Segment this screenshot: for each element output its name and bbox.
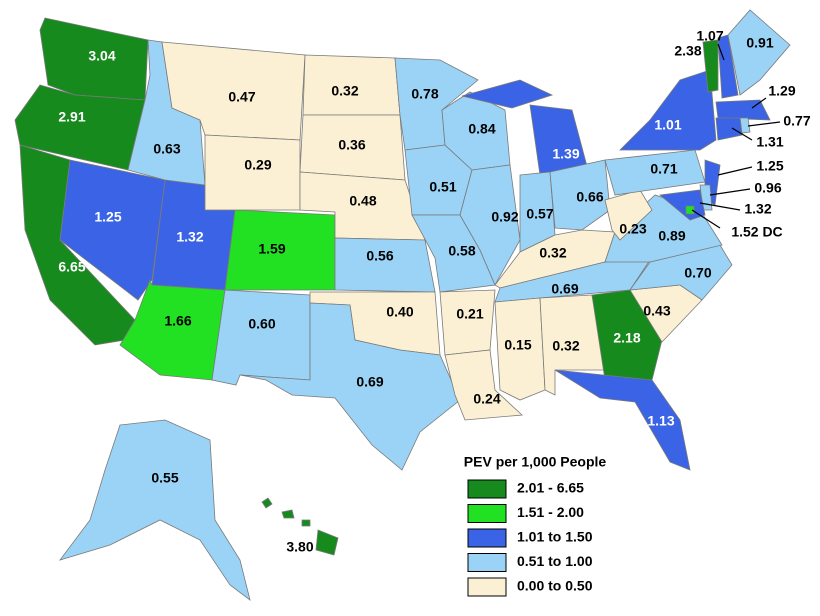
region-shape	[59, 159, 166, 301]
region-label: 0.32	[331, 83, 358, 99]
region-label: 0.78	[411, 86, 438, 102]
region-label: 0.32	[539, 245, 566, 261]
region-label: 0.51	[429, 179, 456, 195]
region-label: 0.66	[576, 189, 603, 205]
region-label: 0.89	[658, 228, 685, 244]
leader-line	[717, 43, 725, 61]
region-shape	[554, 369, 691, 471]
leader-line	[731, 127, 753, 141]
region-label: 2.91	[58, 109, 85, 125]
region-label: 1.25	[756, 158, 783, 174]
region-label: 3.04	[88, 48, 115, 64]
region-shape	[301, 519, 311, 527]
region-shape	[715, 117, 743, 141]
region-shape	[211, 289, 311, 386]
leader-line	[699, 202, 741, 211]
region-label: 1.59	[258, 241, 285, 257]
region-label: 0.84	[468, 121, 495, 137]
leader-line	[717, 166, 753, 176]
legend-title: PEV per 1,000 People	[464, 454, 607, 470]
region-label: 0.23	[619, 221, 646, 237]
legend-label: 2.01 - 6.65	[517, 480, 584, 496]
region-shape	[58, 419, 251, 601]
region-label: 6.65	[58, 259, 85, 275]
region-label: 0.48	[349, 193, 376, 209]
region-shape	[715, 99, 771, 121]
region-label: 0.57	[526, 206, 553, 222]
region-label: 3.80	[286, 539, 313, 555]
leader-line	[709, 188, 751, 196]
legend-label: 0.51 to 1.00	[517, 553, 593, 569]
region-label: 0.92	[491, 209, 518, 225]
leader-line	[691, 209, 721, 229]
region-label: 0.96	[754, 180, 781, 196]
region-shape	[619, 69, 717, 151]
region-label: 0.21	[456, 306, 483, 322]
region-label: 1.32	[176, 229, 203, 245]
region-label: 0.15	[504, 337, 531, 353]
region-shape	[334, 237, 436, 293]
region-label: 0.70	[684, 265, 711, 281]
legend-swatch	[467, 553, 507, 572]
region-label: 0.36	[338, 137, 365, 153]
legend-label: 1.01 to 1.50	[517, 529, 593, 545]
region-label: 0.69	[551, 281, 578, 297]
region-shape	[727, 9, 791, 96]
region-label: 1.01	[654, 117, 681, 133]
region-label: 1.31	[756, 134, 783, 150]
region-shape	[685, 205, 695, 215]
region-label: 0.56	[366, 248, 393, 264]
region-shape	[702, 39, 719, 93]
region-shape	[439, 289, 496, 356]
region-label: 0.91	[746, 35, 773, 51]
legend-label: 0.00 to 0.50	[517, 578, 593, 594]
region-shape	[591, 289, 663, 381]
legend-swatch	[467, 479, 507, 499]
leader-line	[751, 97, 767, 109]
region-label: 1.32	[744, 201, 771, 217]
region-label: 0.63	[153, 141, 180, 157]
legend-swatch	[467, 577, 507, 597]
region-label: 0.69	[356, 374, 383, 390]
region-shape	[717, 34, 739, 99]
region-label: 0.55	[151, 470, 178, 486]
region-label: 0.60	[248, 316, 275, 332]
region-label: 0.40	[386, 304, 413, 320]
region-label: 1.07	[696, 28, 723, 44]
legend-swatch	[467, 528, 507, 548]
legend-label: 1.51 - 2.00	[517, 504, 584, 520]
region-shape	[494, 297, 546, 401]
region-shape	[494, 259, 651, 303]
region-shape	[315, 529, 339, 556]
region-label: 0.71	[650, 161, 677, 177]
region-label: 1.13	[647, 413, 674, 429]
leader-line	[747, 121, 781, 127]
region-shape	[461, 79, 554, 109]
region-label: 0.29	[244, 157, 271, 173]
region-label: 1.25	[94, 209, 121, 225]
region-shape	[281, 509, 295, 519]
region-label: 0.43	[643, 303, 670, 319]
region-shape	[549, 159, 611, 231]
region-label: 1.66	[164, 313, 191, 329]
region-label: 0.58	[448, 243, 475, 259]
region-label: 1.29	[768, 83, 795, 99]
region-label: 2.38	[674, 43, 701, 59]
region-label: 0.47	[228, 89, 255, 105]
legend-swatch	[467, 504, 507, 523]
region-shape	[261, 497, 273, 509]
region-label: 1.52 DC	[731, 224, 782, 240]
region-label: 2.18	[613, 330, 640, 346]
region-label: 1.39	[552, 146, 579, 162]
region-label: 0.24	[473, 391, 500, 407]
region-label: 0.32	[552, 338, 579, 354]
region-shape	[529, 104, 589, 176]
region-label: 0.77	[783, 113, 810, 129]
region-shape	[444, 349, 523, 421]
